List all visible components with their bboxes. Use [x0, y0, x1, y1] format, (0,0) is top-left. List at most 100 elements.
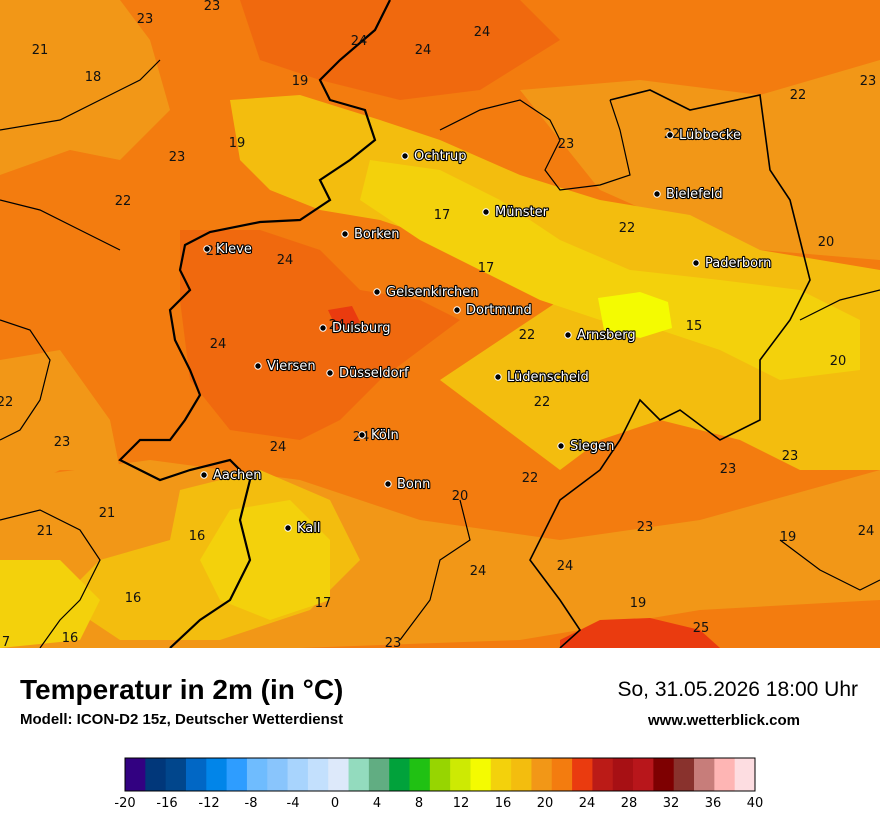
city-dot: [384, 480, 392, 488]
city-marker: Aachen: [200, 467, 263, 484]
temperature-value-label: 24: [470, 564, 487, 579]
city-marker: Münster: [482, 204, 550, 221]
model-source: Modell: ICON-D2 15z, Deutscher Wetterdie…: [20, 711, 344, 728]
temperature-value-label: 23: [720, 462, 737, 477]
city-name-label: Lüdenscheid: [507, 370, 589, 385]
legend-color-swatch: [348, 758, 370, 791]
national-border: [118, 0, 391, 648]
temperature-value-label: 24: [210, 337, 227, 352]
city-marker: Paderborn: [692, 255, 772, 272]
legend-tick-label: 4: [373, 796, 381, 811]
city-name-label: Lübbecke: [679, 128, 741, 143]
temp-zone-25c-duisburg: [328, 306, 360, 332]
city-dot: [653, 190, 661, 198]
temperature-value-label: 22: [619, 221, 636, 236]
city-marker: Duisburg: [319, 320, 392, 337]
legend-color-swatch: [592, 758, 614, 791]
city-dot: [557, 442, 565, 450]
city-dot: [326, 369, 334, 377]
temperature-value-label: 17: [434, 208, 451, 223]
temperature-value-label: 19: [780, 530, 797, 545]
city-dot: [203, 245, 211, 253]
temperature-value-label: 22: [519, 328, 536, 343]
temperature-value-label: 25: [693, 621, 710, 636]
border-west-4: [0, 509, 101, 648]
legend-color-swatch: [328, 758, 349, 791]
legend-tick-label: 12: [453, 796, 470, 811]
legend-color-swatch: [226, 758, 248, 791]
temperature-value-label: 24: [270, 440, 287, 455]
city-name-label: Kall: [297, 521, 321, 536]
temperature-value-label: 19: [292, 74, 309, 89]
temperature-value-label: 7: [2, 635, 10, 648]
city-name-label: Duisburg: [332, 321, 391, 336]
city-marker: Siegen: [557, 438, 615, 455]
border-east-1: [799, 289, 880, 321]
city-marker: Kall: [284, 520, 322, 537]
city-name-label: Borken: [354, 227, 400, 242]
legend-color-swatch: [470, 758, 492, 791]
temperature-value-label: 19: [630, 596, 647, 611]
legend-tick-label: 20: [537, 796, 554, 811]
border-west-2: [0, 199, 121, 251]
legend-color-swatch: [307, 758, 329, 791]
city-name-label: Arnsberg: [577, 328, 636, 343]
legend-tick-label: 8: [415, 796, 423, 811]
legend-color-swatch: [673, 758, 695, 791]
city-marker: Lübbecke: [666, 127, 742, 144]
legend-tick-label: -12: [198, 796, 219, 811]
city-dot: [401, 152, 409, 160]
city-name-label: Münster: [495, 205, 549, 220]
legend-color-swatch: [368, 758, 390, 791]
city-marker: Kleve: [203, 241, 253, 258]
legend-color-swatch: [633, 758, 654, 791]
temp-zone-25c-south: [560, 618, 720, 648]
temp-zone-17c-south: [200, 500, 330, 620]
legend-frame: [124, 757, 756, 792]
temperature-value-label: 20: [818, 235, 835, 250]
legend-color-swatch: [165, 758, 187, 791]
temperature-value-label: 23: [169, 150, 186, 165]
border-west-1: [0, 59, 161, 131]
city-name-label: Dortmund: [466, 303, 532, 318]
legend-color-swatch: [389, 758, 410, 791]
temp-zone-20c-northeast: [520, 60, 880, 260]
state-border-south: [399, 499, 471, 641]
temperature-map-canvas: 23 23 21 18 24 24 24 19 23 19 22 23 22 22 23 17 22 20 21 24…: [0, 0, 880, 648]
legend-color-swatch: [246, 758, 268, 791]
temperature-value-label: 18: [85, 70, 102, 85]
color-legend: -20 -16 -12 -8 -4 0 4 8 12 16 20 24 28 32 36 40: [114, 757, 763, 811]
temperature-value-label: 24: [474, 25, 491, 40]
legend-color-swatch: [490, 758, 512, 791]
temperature-value-label: 22: [522, 471, 539, 486]
city-dot: [373, 288, 381, 296]
legend-color-swatch: [694, 758, 715, 791]
weather-map: 23 23 21 18 24 24 24 19 23 19 22 23 22 22 23 17 22 20 21 24…: [0, 0, 880, 648]
city-marker-layer: Ochtrup Lübbecke Bielefeld Münster Borken Kle…: [200, 127, 772, 537]
legend-tick-label: 0: [331, 796, 339, 811]
temp-zone-15c-sauerland: [598, 292, 672, 338]
legend-color-swatch: [612, 758, 634, 791]
city-dot: [319, 324, 327, 332]
forecast-datetime: So, 31.05.2026 18:00 Uhr: [617, 678, 858, 701]
temperature-value-label: 22: [115, 194, 132, 209]
temperature-value-label: 17: [315, 596, 332, 611]
city-name-label: Düsseldorf: [339, 366, 409, 381]
city-name-label: Siegen: [570, 439, 614, 454]
legend-color-swatch: [145, 758, 167, 791]
city-marker: Bielefeld: [653, 186, 724, 203]
temperature-value-label: 24: [557, 559, 574, 574]
border-east-2: [779, 539, 880, 591]
city-marker: Gelsenkirchen: [373, 284, 480, 301]
legend-color-swatch: [429, 758, 451, 791]
temperature-value-label: 21: [37, 524, 54, 539]
legend-tick-label: -20: [114, 796, 135, 811]
temperature-value-label: 23: [385, 636, 402, 648]
legend-color-swatch: [551, 758, 573, 791]
legend-tick-label: 24: [579, 796, 596, 811]
temperature-value-label: 19: [229, 136, 246, 151]
temperature-value-label: 24: [351, 34, 368, 49]
temp-zone-24c-rhine: [180, 230, 460, 440]
city-name-label: Viersen: [267, 359, 316, 374]
city-dot: [666, 131, 674, 139]
